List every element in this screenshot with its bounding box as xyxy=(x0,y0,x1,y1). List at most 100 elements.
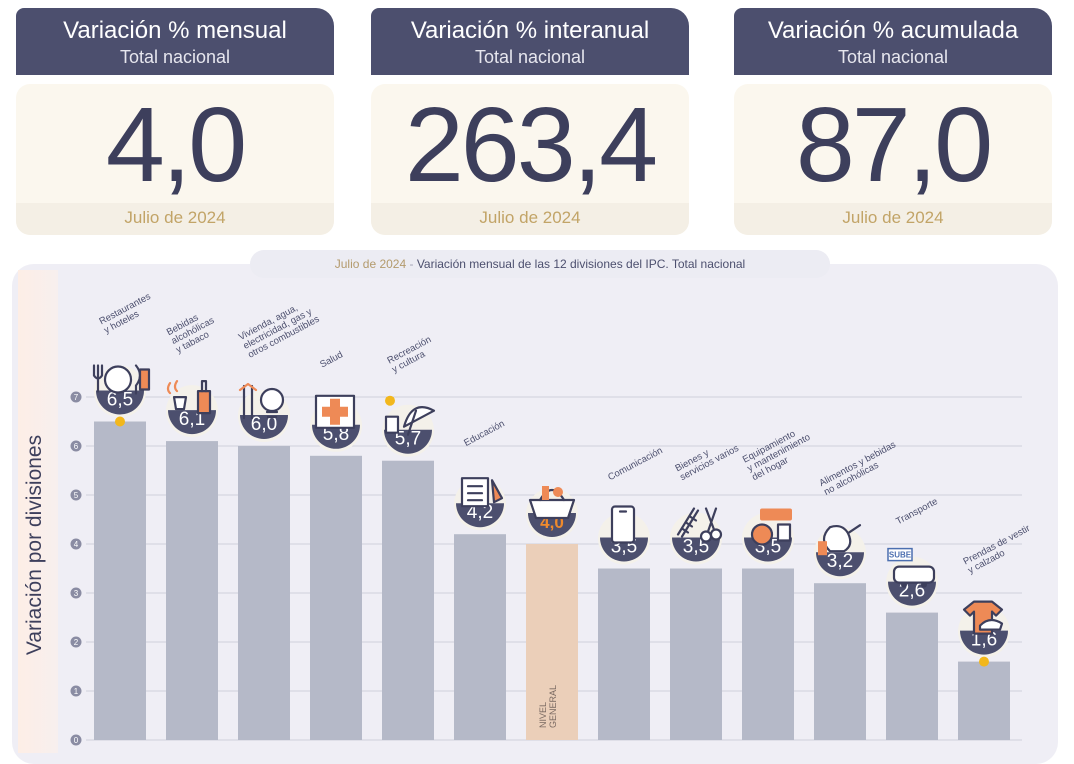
y-tick-label: 1 xyxy=(74,687,79,696)
y-tick-dot xyxy=(70,489,82,501)
y-tick-label: 6 xyxy=(74,442,79,451)
y-tick-label: 4 xyxy=(74,540,79,549)
card-title: Variación % acumulada xyxy=(767,17,1019,44)
category-label-line: Transporte xyxy=(894,496,939,527)
chart-title-text: Variación mensual de las 12 divisiones d… xyxy=(416,257,746,271)
y-tick-dot xyxy=(70,734,82,746)
ylabel-band xyxy=(18,270,58,753)
card-title: Variación % interanual xyxy=(410,17,650,44)
card-value: 263,4 xyxy=(404,86,658,204)
y-tick-dot xyxy=(70,440,82,452)
y-axis-label: Variación por divisiones xyxy=(23,434,46,656)
category-label: Transporte xyxy=(894,496,939,527)
bar-marker xyxy=(115,416,125,427)
category-label-line: Educación xyxy=(462,418,506,449)
card-footer: Julio de 2024 xyxy=(371,203,689,235)
value-label: 3,2 xyxy=(827,551,853,572)
category-label-line: Salud xyxy=(318,349,345,370)
card-monthly: Variación % mensual Total nacional 4,0 J… xyxy=(16,8,334,235)
value-badge xyxy=(960,630,1008,655)
category-label: Vivienda, agua,electricidad, gas yotros … xyxy=(237,303,322,361)
category-label-line: Comunicación xyxy=(606,445,664,483)
value-badge xyxy=(816,552,864,577)
card-accumulated: Variación % acumulada Total nacional 87,… xyxy=(734,8,1052,235)
card-title: Variación % mensual xyxy=(63,17,287,44)
value-badge xyxy=(672,537,720,562)
bar xyxy=(958,661,1010,740)
value-label: 6,0 xyxy=(251,414,277,435)
value-label: 4,2 xyxy=(467,502,493,523)
value-label: 1,6 xyxy=(971,630,997,651)
value-label: 5,8 xyxy=(323,424,349,445)
bar xyxy=(166,441,218,740)
value-badge xyxy=(456,503,504,528)
card-value: 87,0 xyxy=(795,86,993,204)
beach-umbrella-icon xyxy=(384,395,436,436)
restaurant-icon xyxy=(92,364,151,395)
highlight-bar-text: NIVEL GENERAL xyxy=(538,685,558,728)
y-tick-label: 7 xyxy=(74,393,79,402)
value-label: 5,7 xyxy=(395,429,421,450)
card-header: Variación % mensual Total nacional xyxy=(16,8,334,75)
value-badge xyxy=(96,390,144,415)
value-badge xyxy=(240,415,288,439)
comb-scissors-icon xyxy=(676,507,723,543)
card-subtitle: Total nacional xyxy=(837,47,949,67)
bar-marker xyxy=(979,656,989,667)
card-header: Variación % interanual Total nacional xyxy=(371,8,689,75)
highlight-bar-text-line: NIVEL xyxy=(538,702,548,728)
bar xyxy=(238,446,290,740)
card-footer: Julio de 2024 xyxy=(16,203,334,235)
y-tick-dot xyxy=(70,685,82,697)
bar-group: Educación 4,2 xyxy=(454,418,507,740)
appliances-icon xyxy=(750,508,792,546)
card-yearly: Variación % interanual Total nacional 26… xyxy=(371,8,689,235)
value-badge xyxy=(384,429,432,454)
chart-title-date: Julio de 2024 xyxy=(334,257,407,271)
bus-card-icon: SUBE xyxy=(887,547,936,588)
y-tick-label: 0 xyxy=(74,736,79,745)
bar xyxy=(814,583,866,740)
value-label: 6,5 xyxy=(107,390,133,411)
shopping-basket-icon xyxy=(528,486,576,520)
clothes-icon xyxy=(962,600,1004,635)
books-icon xyxy=(460,477,504,508)
chart-title: Julio de 2024 - Variación mensual de las… xyxy=(250,250,830,278)
y-tick-dot xyxy=(70,636,82,648)
bar xyxy=(526,544,578,740)
card-subtitle: Total nacional xyxy=(119,47,231,67)
y-tick-label: 2 xyxy=(74,638,79,647)
y-tick-dot xyxy=(70,587,82,599)
y-tick-dot xyxy=(70,391,82,403)
card-footer: Julio de 2024 xyxy=(734,203,1052,235)
bar xyxy=(742,568,794,740)
card-value: 4,0 xyxy=(105,86,247,204)
bar xyxy=(310,455,362,740)
card-body: 4,0 Julio de 2024 xyxy=(16,84,334,235)
bar xyxy=(598,568,650,740)
bar xyxy=(670,568,722,740)
svg-text:SUBE: SUBE xyxy=(889,551,912,560)
card-body: 87,0 Julio de 2024 xyxy=(734,84,1052,235)
smartphone-icon xyxy=(610,505,636,544)
card-subtitle: Total nacional xyxy=(474,47,586,67)
category-label: Salud xyxy=(318,349,345,370)
y-tick-label: 5 xyxy=(74,491,79,500)
value-badge xyxy=(168,410,216,435)
bar xyxy=(94,421,146,740)
value-label: 3,5 xyxy=(683,537,709,558)
y-tick-dot xyxy=(70,538,82,550)
